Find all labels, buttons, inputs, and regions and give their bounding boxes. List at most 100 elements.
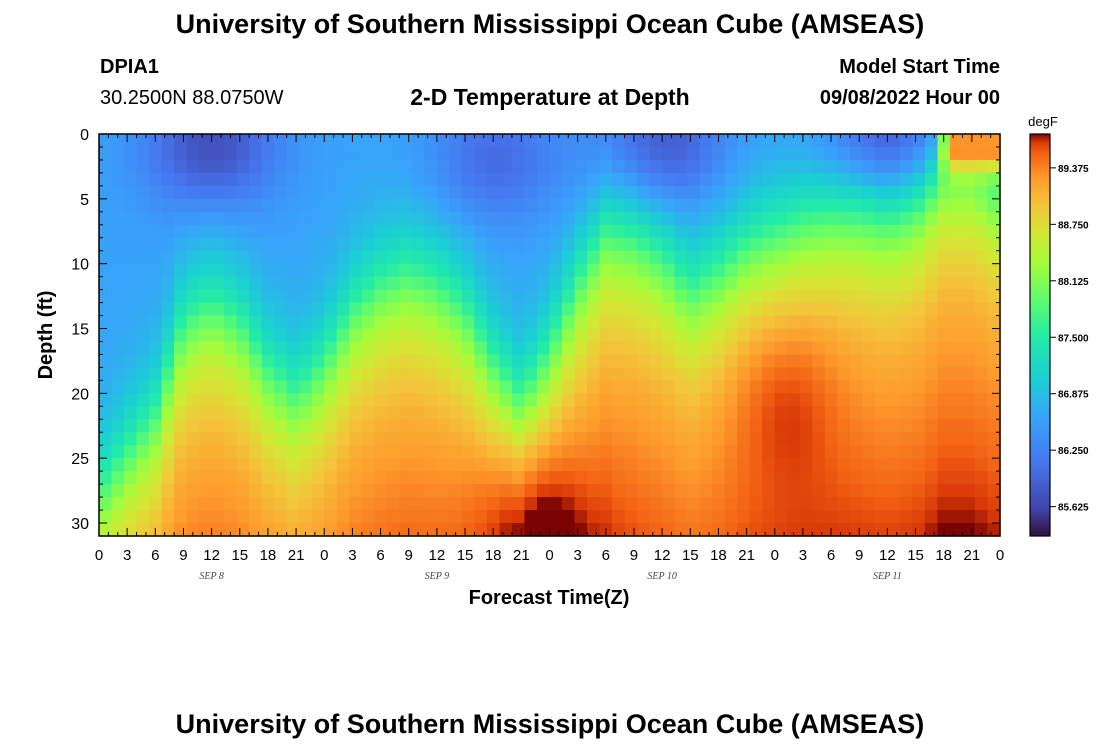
heatmap-cell — [136, 523, 150, 537]
heatmap-cell — [474, 185, 488, 200]
heatmap-cell — [311, 419, 325, 433]
heatmap-cell — [374, 380, 388, 394]
heatmap-cell — [136, 172, 150, 187]
heatmap-cell — [974, 497, 989, 511]
heatmap-cell — [724, 471, 738, 485]
heatmap-cell — [837, 185, 851, 200]
heatmap-cell — [799, 497, 813, 511]
heatmap-cell — [599, 445, 613, 459]
heatmap-cell — [536, 523, 551, 537]
heatmap-cell — [699, 146, 713, 161]
heatmap-cell — [224, 159, 238, 174]
heatmap-cell — [361, 237, 375, 252]
heatmap-cell — [336, 354, 350, 369]
heatmap-cell — [361, 328, 375, 343]
heatmap-cell — [336, 471, 350, 485]
heatmap-cell — [574, 341, 588, 356]
heatmap-cell — [374, 302, 388, 317]
heatmap-cell — [399, 406, 413, 420]
heatmap-cell — [662, 419, 676, 433]
heatmap-cell — [486, 185, 501, 200]
heatmap-cell — [199, 172, 213, 187]
heatmap-cell — [887, 185, 901, 200]
heatmap-cell — [749, 146, 763, 161]
heatmap-cell — [186, 134, 200, 148]
heatmap-cell — [336, 211, 350, 226]
heatmap-cell — [224, 134, 238, 148]
heatmap-cell — [461, 432, 476, 446]
heatmap-cell — [812, 315, 826, 330]
heatmap-cell — [774, 341, 788, 356]
heatmap-cell — [612, 237, 626, 252]
heatmap-cell — [299, 484, 313, 498]
heatmap-cell — [436, 289, 450, 304]
heatmap-cell — [849, 432, 863, 446]
heatmap-cell — [236, 419, 250, 433]
heatmap-cell — [486, 289, 501, 304]
heatmap-cell — [249, 315, 263, 330]
y-tick-label: 0 — [80, 127, 89, 144]
heatmap-cell — [774, 367, 788, 381]
heatmap-cell — [99, 354, 113, 369]
heatmap-cell — [549, 276, 563, 291]
heatmap-cell — [824, 497, 838, 511]
heatmap-cell — [224, 393, 238, 407]
heatmap-cell — [99, 159, 113, 174]
heatmap-cell — [536, 185, 551, 200]
heatmap-cell — [349, 198, 363, 213]
heatmap-cell — [386, 211, 400, 226]
heatmap-cell — [424, 419, 438, 433]
heatmap-cell — [962, 263, 976, 278]
heatmap-cell — [737, 458, 751, 472]
heatmap-cell — [574, 237, 588, 252]
heatmap-cell — [612, 185, 626, 200]
heatmap-cell — [749, 276, 763, 291]
heatmap-cell — [937, 172, 951, 187]
x-tick-label: 18 — [710, 547, 727, 564]
heatmap-cell — [874, 211, 888, 226]
heatmap-cell — [424, 354, 438, 369]
heatmap-cell — [712, 146, 726, 161]
heatmap-cell — [524, 211, 538, 226]
heatmap-cell — [624, 302, 638, 317]
heatmap-cell — [549, 445, 563, 459]
heatmap-cell — [612, 510, 626, 524]
heatmap-cell — [787, 445, 801, 459]
heatmap-cell — [211, 341, 225, 356]
heatmap-cell — [874, 276, 888, 291]
heatmap-cell — [461, 224, 476, 239]
heatmap-cell — [111, 134, 125, 148]
heatmap-cell — [449, 250, 463, 265]
heatmap-cell — [562, 250, 576, 265]
heatmap-cell — [724, 237, 738, 252]
heatmap-cell — [386, 393, 400, 407]
heatmap-cell — [549, 185, 563, 200]
heatmap-cell — [549, 393, 563, 407]
heatmap-cell — [774, 263, 788, 278]
heatmap-cell — [849, 419, 863, 433]
heatmap-cell — [687, 432, 701, 446]
heatmap-cell — [436, 523, 450, 537]
heatmap-cell — [899, 134, 914, 148]
heatmap-cell — [587, 185, 601, 200]
heatmap-cell — [549, 302, 563, 317]
heatmap-cell — [937, 211, 951, 226]
heatmap-cell — [712, 172, 726, 187]
x-tick-label: 15 — [907, 547, 924, 564]
heatmap-cell — [699, 406, 713, 420]
heatmap-cell — [224, 380, 238, 394]
heatmap-cell — [249, 134, 263, 148]
x-tick-label: 6 — [827, 547, 835, 564]
heatmap-cell — [787, 328, 801, 343]
heatmap-cell — [524, 146, 538, 161]
heatmap-cell — [386, 445, 400, 459]
heatmap-cell — [124, 328, 138, 343]
heatmap-cell — [774, 406, 788, 420]
heatmap-cell — [974, 484, 989, 498]
heatmap-cell — [386, 185, 400, 200]
heatmap-cell — [236, 134, 250, 148]
heatmap-cell — [211, 146, 225, 161]
heatmap-cell — [124, 432, 138, 446]
heatmap-cell — [737, 185, 751, 200]
heatmap-cell — [486, 237, 501, 252]
